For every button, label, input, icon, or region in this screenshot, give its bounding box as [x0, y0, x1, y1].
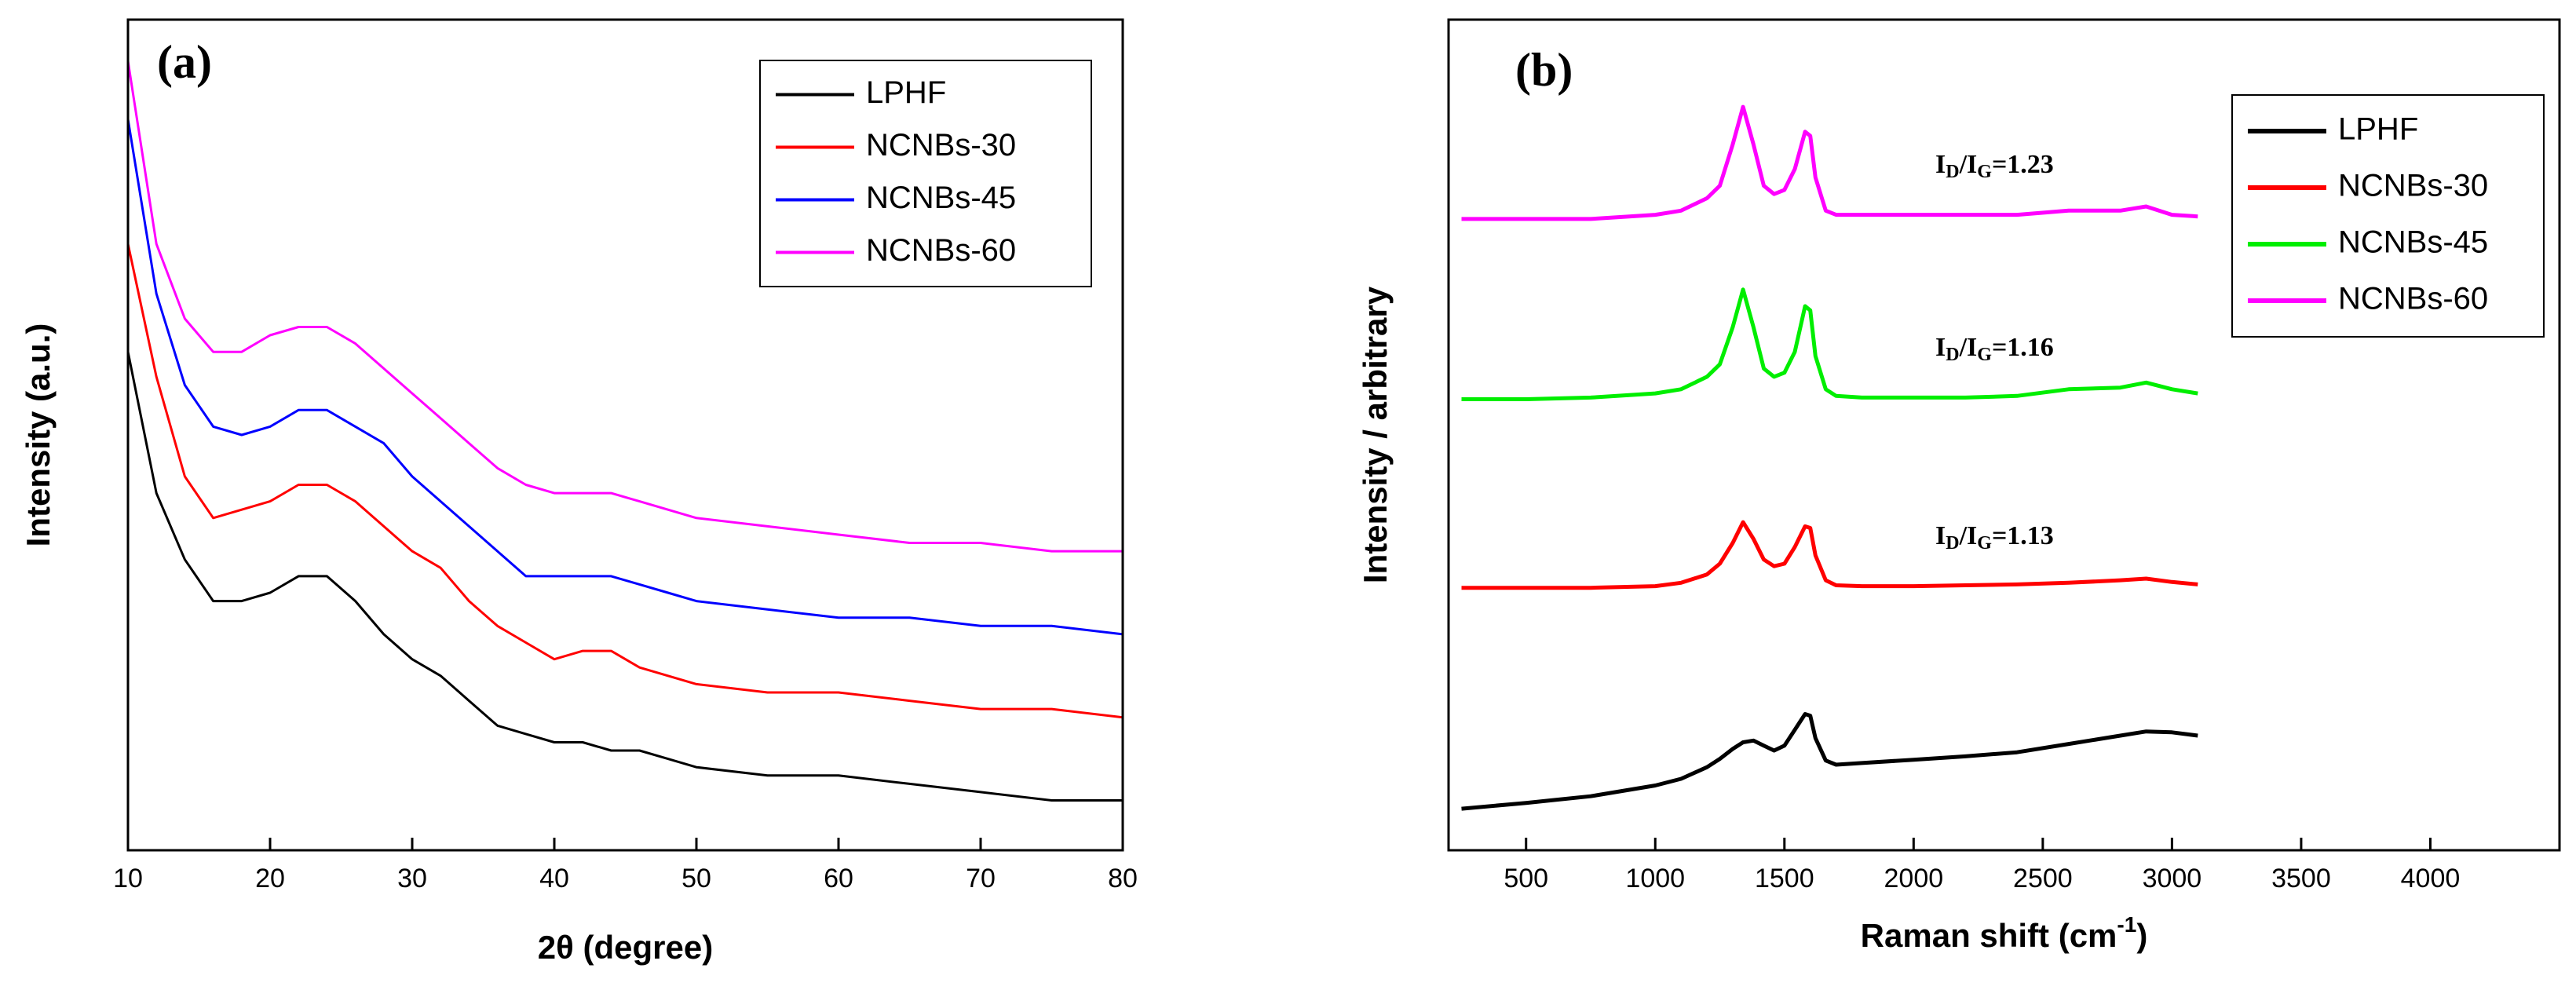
x-tick-label: 60	[824, 864, 853, 893]
annotation: ID/IG=1.23	[1935, 150, 2054, 182]
annotation-part: =1.16	[1992, 333, 2054, 362]
x-tick-label: 4000	[2401, 864, 2461, 893]
annotation-part: /I	[1959, 521, 1978, 550]
x-tick-label: 500	[1504, 864, 1548, 893]
annotation-part: G	[1977, 345, 1992, 365]
y-axis-title: Intensity / arbitrary	[1357, 286, 1394, 583]
chart-panel: 500 1000 1500 2000 2500 3000 3500 4000 (b) Raman …	[1357, 18, 2561, 954]
x-axis-title: 2θ (degree)	[538, 929, 713, 966]
annotation-part: =1.13	[1992, 521, 2054, 550]
x-tick-label: 3500	[2271, 864, 2331, 893]
x-tick-label: 2000	[1884, 864, 1944, 893]
data-line	[126, 119, 1124, 636]
legend-box	[2231, 94, 2545, 338]
annotation-part: I	[1935, 333, 1946, 362]
x-tick-label: 80	[1108, 864, 1138, 893]
x-tick-label: 70	[966, 864, 996, 893]
x-tick-label: 20	[255, 864, 285, 893]
data-line	[1461, 287, 2198, 401]
legend-box	[759, 60, 1092, 287]
x-axis-title-part: -1	[2117, 912, 2136, 937]
x-axis-title: Raman shift (cm-1)	[1861, 912, 2148, 954]
annotation: ID/IG=1.16	[1935, 333, 2054, 365]
x-tick-label: 2500	[2013, 864, 2073, 893]
x-tick-label: 50	[681, 864, 711, 893]
data-line	[126, 60, 1123, 553]
data-line	[1461, 104, 2198, 221]
x-axis-title-part: 2θ (degree)	[538, 929, 713, 966]
annotation-part: I	[1935, 150, 1946, 179]
chart-panel: 10 20 30 40 50 60 70 80 (a) 2θ (degree) Intensity …	[20, 18, 1138, 966]
annotation-part: D	[1946, 162, 1959, 182]
legend-label: LPHF	[2338, 112, 2418, 147]
y-axis-title: Intensity (a.u.)	[20, 323, 57, 547]
axes-frame	[126, 18, 1124, 852]
legend-label: NCNBs-45	[2338, 225, 2488, 260]
legend-label: NCNBs-60	[866, 233, 1016, 268]
annotation-part: =1.23	[1992, 150, 2054, 179]
axes-frame	[1447, 18, 2561, 852]
annotation-part: /I	[1959, 333, 1978, 362]
legend-label: NCNBs-30	[866, 128, 1016, 163]
annotation-part: /I	[1959, 150, 1978, 179]
annotation: ID/IG=1.13	[1935, 521, 2054, 553]
x-axis-title-part: Raman shift (cm	[1861, 917, 2117, 954]
data-line	[126, 243, 1124, 719]
x-tick-label: 1500	[1755, 864, 1814, 893]
annotation-part: G	[1977, 533, 1992, 553]
x-tick-label: 30	[397, 864, 427, 893]
data-line	[1461, 520, 2198, 590]
x-tick-label: 1000	[1625, 864, 1685, 893]
annotation-part: I	[1935, 521, 1946, 550]
legend-label: NCNBs-60	[2338, 282, 2488, 316]
panel-label: (a)	[157, 36, 212, 88]
legend-label: NCNBs-30	[2338, 169, 2488, 203]
annotation-part: G	[1977, 162, 1992, 182]
x-tick-label: 3000	[2143, 864, 2202, 893]
panel-label: (b)	[1515, 44, 1573, 96]
annotation-part: D	[1946, 345, 1959, 365]
legend-label: LPHF	[866, 75, 946, 110]
annotation-part: D	[1946, 533, 1959, 553]
x-tick-label: 10	[113, 864, 143, 893]
x-axis-title-part: )	[2136, 917, 2147, 954]
legend-label: NCNBs-45	[866, 181, 1016, 215]
data-line	[1461, 712, 2198, 811]
x-tick-label: 40	[539, 864, 569, 893]
data-line	[126, 351, 1123, 802]
